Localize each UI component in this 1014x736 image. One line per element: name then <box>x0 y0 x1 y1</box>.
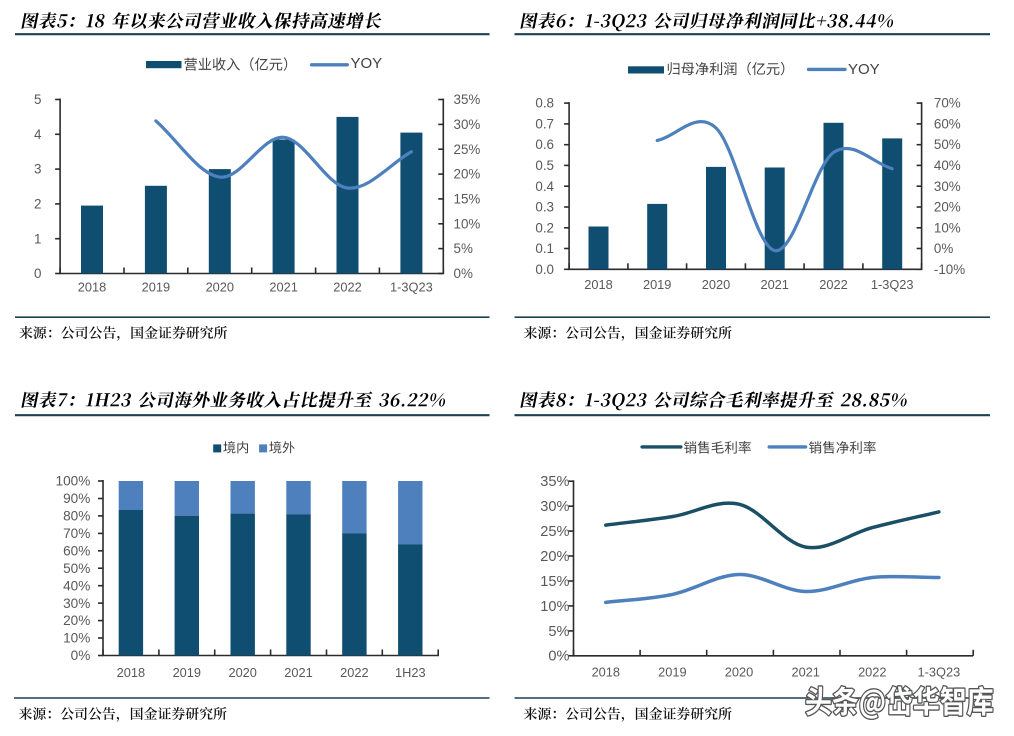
svg-text:25%: 25% <box>454 142 481 157</box>
svg-text:10%: 10% <box>934 220 961 235</box>
svg-text:30%: 30% <box>934 179 961 194</box>
svg-text:15%: 15% <box>540 574 569 590</box>
svg-text:60%: 60% <box>934 117 961 132</box>
svg-text:40%: 40% <box>934 158 961 173</box>
svg-text:1-3Q23: 1-3Q23 <box>390 280 433 295</box>
svg-text:2018: 2018 <box>78 280 106 295</box>
svg-text:2022: 2022 <box>333 280 361 295</box>
svg-text:30%: 30% <box>63 596 90 611</box>
svg-text:YOY: YOY <box>351 55 383 72</box>
svg-text:15%: 15% <box>454 192 481 207</box>
svg-text:0.0: 0.0 <box>535 262 554 277</box>
svg-text:0%: 0% <box>548 649 569 665</box>
svg-text:4: 4 <box>34 127 42 142</box>
svg-text:2021: 2021 <box>791 665 819 680</box>
svg-text:20%: 20% <box>454 167 481 182</box>
svg-text:35%: 35% <box>540 474 569 490</box>
svg-text:90%: 90% <box>63 491 90 506</box>
svg-text:0%: 0% <box>71 648 91 663</box>
svg-text:2021: 2021 <box>269 280 297 295</box>
svg-text:35%: 35% <box>454 92 481 107</box>
svg-text:0%: 0% <box>934 241 953 256</box>
svg-text:40%: 40% <box>63 578 90 593</box>
svg-text:0.3: 0.3 <box>535 200 554 215</box>
svg-text:0.4: 0.4 <box>535 179 554 194</box>
svg-text:2022: 2022 <box>340 665 368 680</box>
svg-text:0.1: 0.1 <box>535 241 554 256</box>
svg-text:2020: 2020 <box>228 665 256 680</box>
svg-text:1H23: 1H23 <box>395 665 426 680</box>
svg-text:20%: 20% <box>63 613 90 628</box>
svg-text:-10%: -10% <box>934 262 965 277</box>
svg-text:2019: 2019 <box>142 280 170 295</box>
svg-text:2018: 2018 <box>117 665 145 680</box>
svg-text:50%: 50% <box>934 137 961 152</box>
svg-text:20%: 20% <box>540 549 569 565</box>
svg-text:1-3Q23: 1-3Q23 <box>918 665 961 680</box>
svg-text:2018: 2018 <box>584 277 612 292</box>
svg-text:25%: 25% <box>540 524 569 540</box>
svg-text:1: 1 <box>34 231 41 246</box>
svg-text:10%: 10% <box>540 599 569 615</box>
svg-text:80%: 80% <box>63 509 90 524</box>
svg-text:2022: 2022 <box>819 277 847 292</box>
svg-text:3: 3 <box>34 162 41 177</box>
svg-text:0: 0 <box>34 266 41 281</box>
svg-text:0.6: 0.6 <box>535 137 554 152</box>
svg-text:70%: 70% <box>63 526 90 541</box>
svg-text:70%: 70% <box>934 96 961 111</box>
svg-text:5%: 5% <box>454 241 473 256</box>
svg-text:2020: 2020 <box>206 280 234 295</box>
svg-text:2018: 2018 <box>592 665 620 680</box>
svg-text:2022: 2022 <box>858 665 886 680</box>
svg-text:1-3Q23: 1-3Q23 <box>871 277 914 292</box>
svg-text:30%: 30% <box>540 499 569 515</box>
svg-text:100%: 100% <box>56 474 91 489</box>
svg-text:5: 5 <box>34 92 41 107</box>
svg-text:YOY: YOY <box>848 61 880 78</box>
svg-text:10%: 10% <box>63 631 90 646</box>
svg-text:10%: 10% <box>454 216 481 231</box>
svg-text:2019: 2019 <box>658 665 686 680</box>
svg-text:2021: 2021 <box>284 665 312 680</box>
svg-text:20%: 20% <box>934 200 961 215</box>
svg-text:0.7: 0.7 <box>535 117 554 132</box>
svg-text:2: 2 <box>34 197 41 212</box>
svg-text:0%: 0% <box>454 266 473 281</box>
svg-text:0.2: 0.2 <box>535 220 554 235</box>
svg-text:2019: 2019 <box>643 277 671 292</box>
svg-text:0.8: 0.8 <box>535 96 554 111</box>
svg-text:50%: 50% <box>63 561 90 576</box>
svg-text:30%: 30% <box>454 117 481 132</box>
svg-text:2020: 2020 <box>725 665 753 680</box>
svg-text:2019: 2019 <box>173 665 201 680</box>
svg-text:2020: 2020 <box>702 277 730 292</box>
svg-text:0.5: 0.5 <box>535 158 554 173</box>
svg-text:5%: 5% <box>548 624 569 640</box>
svg-text:2021: 2021 <box>760 277 788 292</box>
svg-text:60%: 60% <box>63 543 90 558</box>
